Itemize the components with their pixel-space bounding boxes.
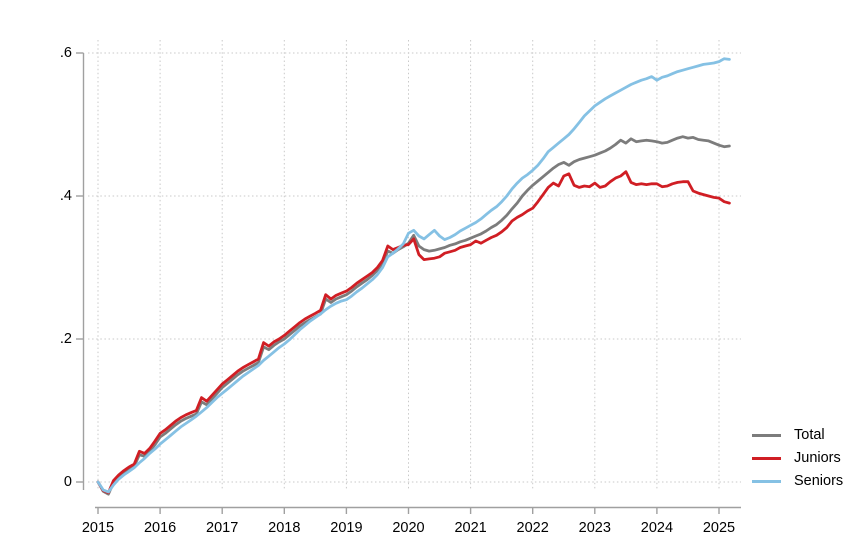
legend-label: Seniors — [794, 473, 844, 489]
legend-swatch-juniors — [752, 456, 781, 460]
legend: Total Juniors Seniors — [752, 426, 843, 490]
x-tick-label: 2025 — [702, 520, 736, 536]
x-tick-label: 2022 — [516, 520, 549, 536]
y-tick-label: .2 — [59, 331, 72, 347]
x-tick-label: 2018 — [268, 520, 301, 536]
legend-item-total: Total — [752, 426, 843, 444]
series-line-total — [96, 135, 731, 496]
x-tick-label: 2019 — [330, 520, 363, 536]
x-tick-label: 2017 — [206, 520, 239, 536]
x-tick-label: 2024 — [640, 520, 674, 536]
x-tick-label: 2023 — [578, 520, 611, 536]
x-tick-label: 2015 — [81, 520, 115, 536]
legend-item-seniors: Seniors — [752, 472, 843, 490]
x-tick-label: 2021 — [454, 520, 487, 536]
series-line-seniors — [96, 57, 731, 494]
y-tick-label: .4 — [59, 188, 72, 204]
x-tick-label: 2020 — [392, 520, 425, 536]
legend-item-juniors: Juniors — [752, 449, 843, 467]
legend-swatch-seniors — [752, 479, 781, 483]
series-line-juniors — [96, 170, 731, 495]
legend-label: Juniors — [794, 450, 841, 466]
legend-swatch-total — [752, 433, 781, 437]
y-tick-label: .6 — [59, 45, 72, 61]
y-tick-label: 0 — [63, 474, 72, 490]
x-tick-label: 2016 — [143, 520, 177, 536]
legend-label: Total — [794, 427, 825, 443]
